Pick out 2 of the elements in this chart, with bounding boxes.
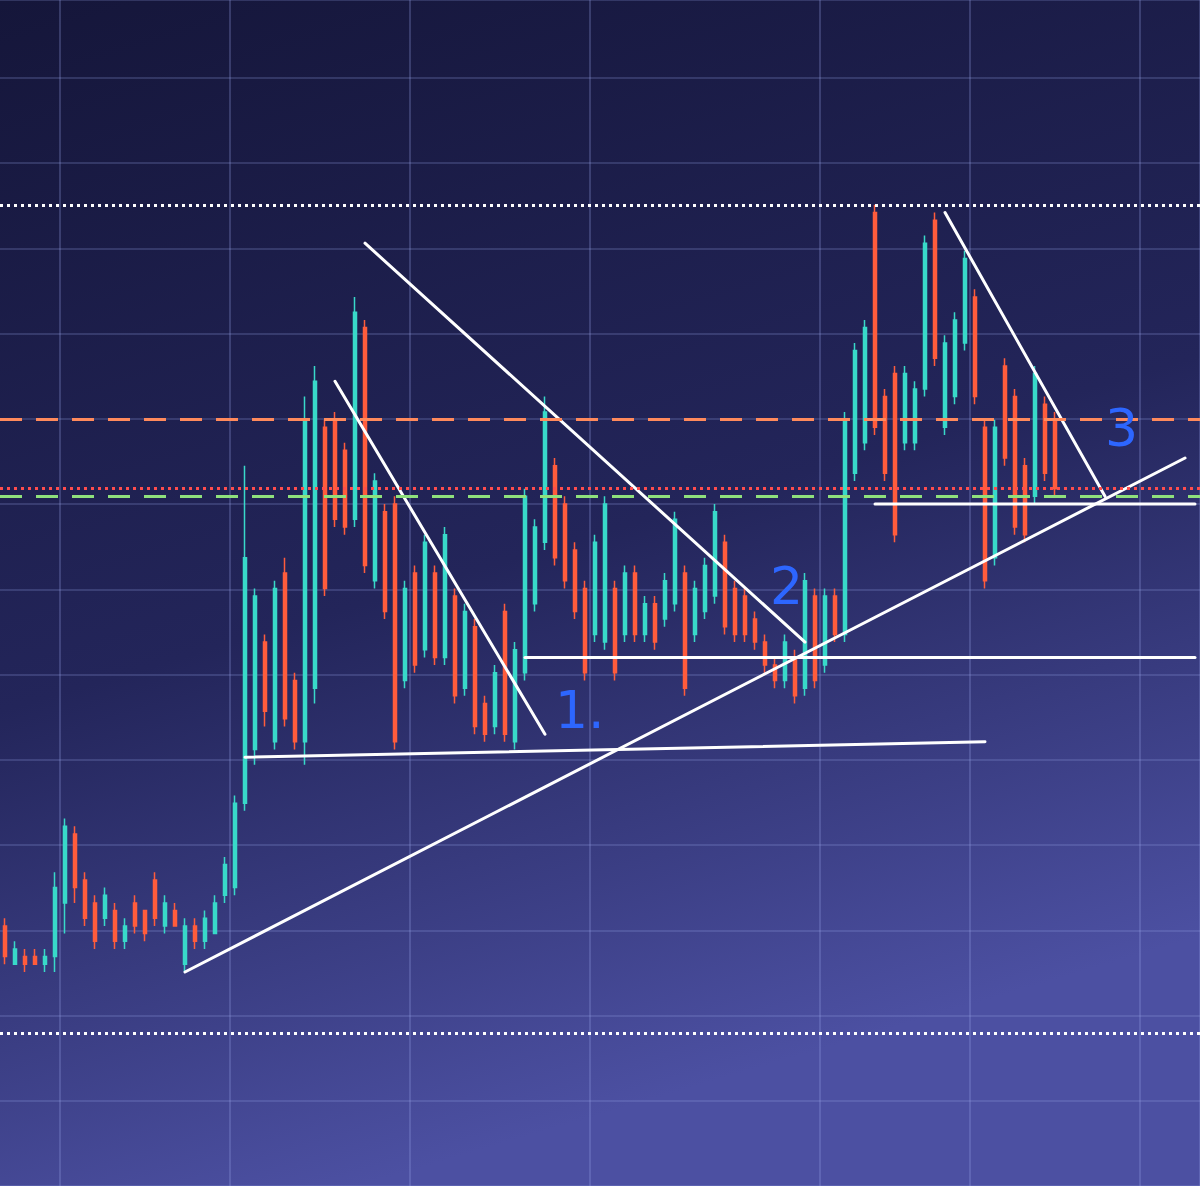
annotation: 1. — [555, 680, 605, 740]
annotation: 2 — [770, 556, 804, 616]
